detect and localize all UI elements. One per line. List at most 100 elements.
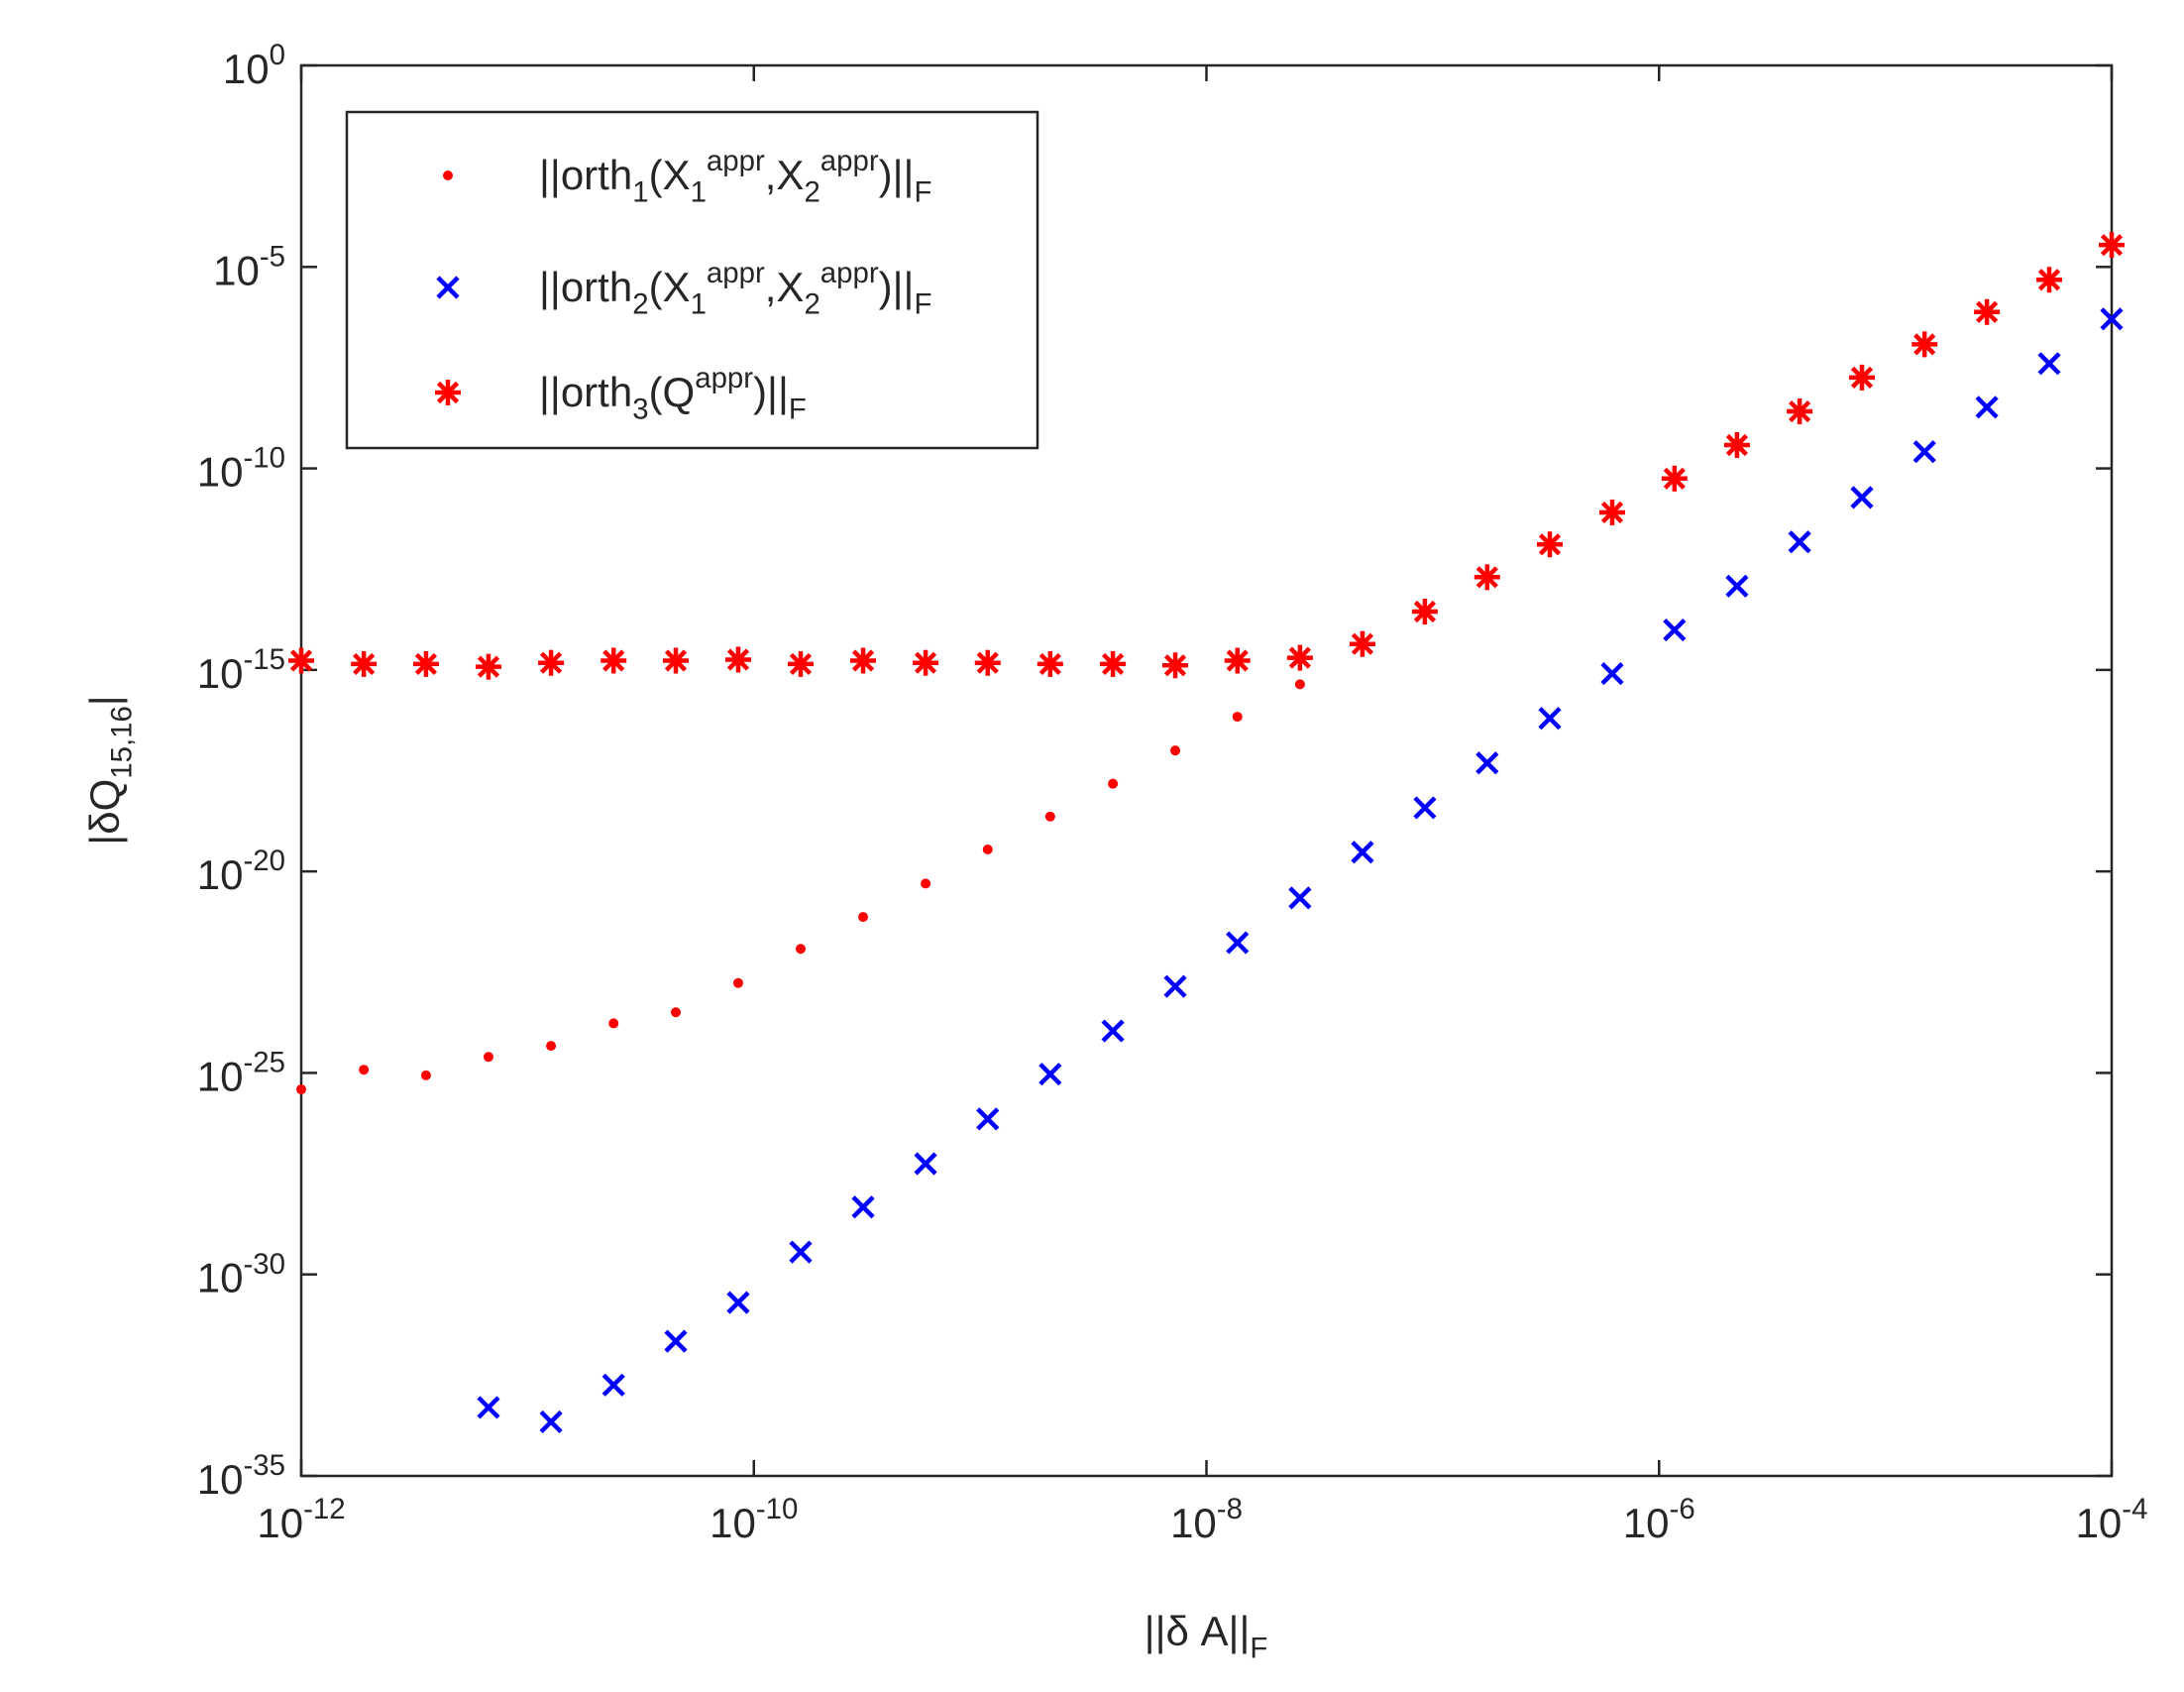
stroke — [1413, 600, 1437, 623]
stroke — [1226, 931, 1250, 955]
dot — [1170, 745, 1181, 756]
stroke — [1101, 652, 1125, 676]
stroke — [1663, 618, 1687, 642]
marker-x — [1038, 1063, 1062, 1086]
dot — [982, 845, 993, 855]
stroke — [1413, 796, 1437, 820]
marker-star — [1848, 364, 1875, 391]
marker-star — [913, 649, 939, 676]
marker-x — [1475, 751, 1499, 775]
marker-dot — [732, 977, 743, 988]
dot — [670, 1007, 681, 1018]
stroke — [353, 652, 376, 676]
stroke — [1538, 707, 1562, 731]
y-tick-label: 10-10 — [197, 442, 285, 496]
stroke — [976, 1107, 1000, 1131]
stroke — [789, 652, 813, 676]
marker-x — [1101, 1019, 1125, 1043]
marker-star — [1474, 564, 1500, 591]
marker-dot — [921, 878, 931, 889]
stroke — [1913, 333, 1936, 356]
stroke — [914, 1152, 937, 1176]
marker-dot — [670, 1007, 681, 1018]
y-tick-label: 10-25 — [197, 1047, 285, 1100]
stroke — [1975, 395, 1999, 419]
marker-dot — [1044, 811, 1055, 822]
y-tick-label: 10-20 — [197, 845, 285, 898]
marker-x — [436, 276, 460, 299]
marker-x — [539, 1410, 563, 1434]
stroke — [851, 1195, 875, 1219]
marker-x — [1600, 661, 1624, 686]
marker-dot — [483, 1052, 493, 1063]
y-axis-label: |δQ15,16| — [81, 695, 139, 845]
stroke — [1789, 399, 1811, 423]
y-tick-label: 100 — [223, 39, 285, 92]
legend-box — [345, 110, 1039, 450]
marker-dot — [608, 1018, 619, 1029]
stroke — [1725, 433, 1748, 457]
marker-x — [1288, 886, 1312, 910]
marker-star — [787, 650, 814, 677]
stroke — [1351, 632, 1374, 655]
marker-dot — [982, 845, 993, 855]
x-tick-label: 10-10 — [710, 1493, 798, 1546]
marker-x — [1725, 574, 1749, 598]
stroke — [1850, 366, 1874, 389]
marker-star — [1974, 298, 2001, 325]
marker-star — [435, 380, 461, 405]
marker-x — [1850, 486, 1874, 509]
legend-label: ||orth2(X1appr,X2appr)||F — [539, 257, 931, 321]
marker-star — [974, 649, 1001, 676]
stroke — [1538, 533, 1562, 556]
marker-star — [1911, 331, 1938, 358]
marker-star — [412, 650, 439, 677]
stroke — [1288, 886, 1312, 910]
dot — [732, 977, 743, 988]
marker-star — [1787, 398, 1813, 425]
marker-dot — [296, 1084, 306, 1095]
stroke — [289, 649, 313, 672]
stroke — [1788, 530, 1811, 554]
stroke — [1038, 1063, 1062, 1086]
stroke — [602, 649, 625, 672]
marker-x — [1788, 530, 1811, 554]
stroke — [1475, 751, 1499, 775]
y-tick-label: 10-35 — [197, 1449, 285, 1503]
x-axis-label: ||δ A||F — [1145, 1608, 1268, 1665]
y-tick-label: 10-15 — [197, 643, 285, 697]
stroke — [1163, 974, 1187, 998]
dot — [921, 878, 931, 889]
marker-star — [1598, 499, 1625, 525]
stroke — [477, 655, 500, 678]
marker-dot — [546, 1041, 557, 1052]
dot — [420, 1070, 431, 1080]
marker-star — [1224, 647, 1251, 674]
legend-label: ||orth3(Qappr)||F — [539, 362, 807, 426]
stroke — [2037, 269, 2061, 291]
marker-star — [1411, 599, 1438, 625]
marker-x — [789, 1240, 813, 1264]
dot — [443, 170, 453, 180]
marker-dot — [420, 1070, 431, 1080]
stroke — [2100, 234, 2124, 257]
stroke — [2100, 307, 2124, 331]
marker-star — [1661, 465, 1688, 492]
marker-dot — [795, 944, 806, 955]
marker-x — [1413, 796, 1437, 820]
stroke — [1850, 486, 1874, 509]
stroke — [726, 648, 750, 671]
marker-x — [601, 1373, 625, 1397]
marker-dot — [359, 1065, 370, 1075]
stroke — [436, 381, 460, 404]
marker-x — [1975, 395, 1999, 419]
stroke — [601, 1373, 625, 1397]
stroke — [1226, 649, 1249, 672]
marker-x — [726, 1291, 750, 1314]
stroke — [1475, 566, 1498, 589]
stroke — [851, 649, 875, 672]
dot — [1232, 712, 1243, 723]
dot — [296, 1084, 306, 1095]
marker-x — [2037, 352, 2061, 376]
